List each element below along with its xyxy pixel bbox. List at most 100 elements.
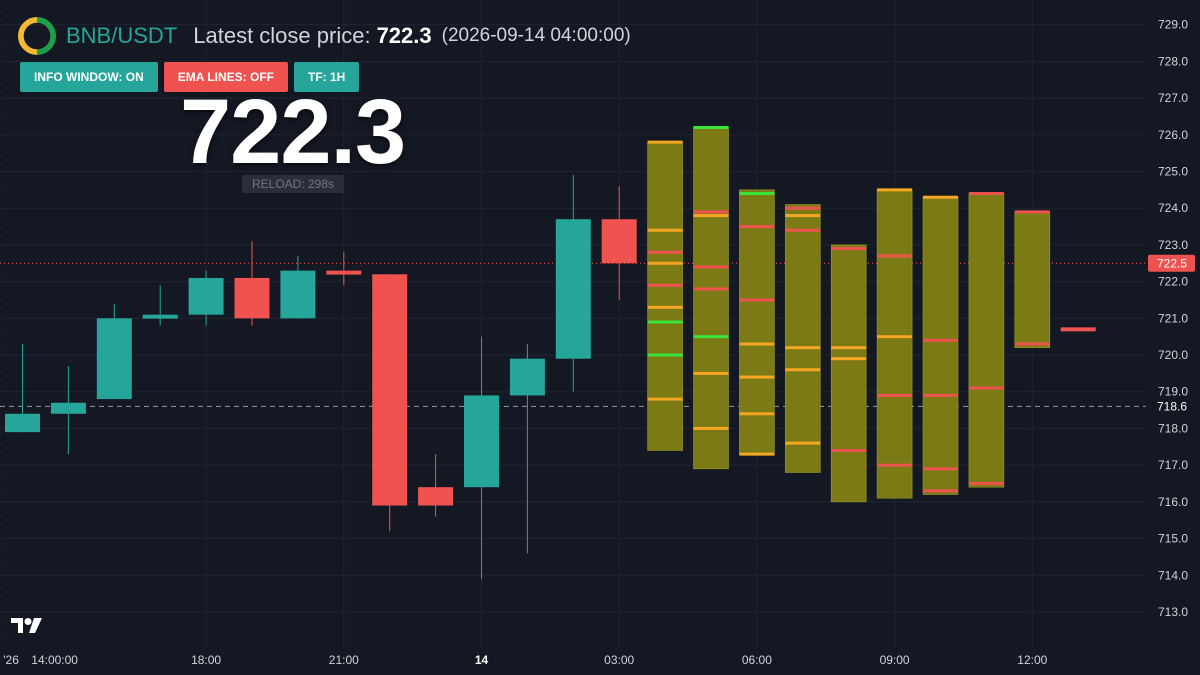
volume-profile-body — [693, 127, 729, 470]
volume-profile — [784, 204, 821, 473]
candle — [142, 285, 178, 326]
volume-profile-level — [739, 225, 775, 229]
y-tick-label: 720.0 — [1158, 348, 1188, 362]
x-axis: 13 Sep '26 14:00:00 18:00 21:00 14 03:00 06:00… — [0, 653, 1048, 667]
y-tick-label: 718.0 — [1158, 421, 1188, 435]
volume-profile-body — [968, 193, 1005, 488]
y-tick-label: 728.0 — [1158, 54, 1188, 68]
info-window-toggle-button[interactable]: INFO WINDOW: ON — [20, 62, 158, 92]
volume-profile-level — [968, 482, 1004, 486]
volume-profile-level — [693, 426, 729, 430]
volume-profile-level — [647, 353, 683, 357]
volume-profile-level — [647, 250, 683, 254]
volume-profile-body — [922, 196, 959, 495]
y-tick-label: 727.0 — [1158, 91, 1188, 105]
volume-profile-level — [739, 452, 775, 456]
candle-body — [188, 277, 224, 315]
volume-profile-body — [647, 141, 683, 451]
volume-profile-body — [830, 244, 867, 503]
x-tick-label: 09:00 — [880, 653, 910, 667]
candle-body — [418, 487, 454, 506]
volume-profile — [922, 195, 959, 495]
volume-profile-level — [1014, 342, 1050, 346]
candle-body — [464, 395, 499, 488]
big-price-display: 722.3 — [180, 81, 406, 183]
volume-profile-level — [739, 192, 775, 196]
candle-body — [96, 318, 132, 400]
ema-lines-toggle-button[interactable]: EMA LINES: OFF — [163, 62, 288, 92]
volume-profile-level — [923, 195, 958, 199]
y-tick-label: 726.0 — [1158, 128, 1188, 142]
x-tick-label: 14 — [475, 653, 489, 667]
candle — [5, 344, 40, 433]
candles — [5, 175, 637, 579]
volume-profile-level — [877, 335, 913, 339]
volume-profile-level — [923, 467, 958, 471]
volume-profile-level — [785, 441, 821, 445]
volume-profile-level — [693, 214, 729, 218]
x-tick-label: 12:00 — [1017, 653, 1047, 667]
y-tick-label: 713.0 — [1158, 605, 1188, 619]
candle-body — [555, 219, 591, 359]
price-mark — [1060, 327, 1096, 332]
candle — [96, 303, 132, 400]
candle-body — [372, 274, 408, 506]
volume-profile-level — [831, 346, 867, 350]
y-tick-label: 717.0 — [1158, 458, 1188, 472]
volume-profile — [739, 189, 775, 456]
bnb-logo-icon — [18, 17, 56, 55]
volume-profile — [647, 140, 683, 451]
crosshair-price-badge-bg — [1148, 397, 1195, 415]
x-tick-label: 18:00 — [191, 653, 221, 667]
candle — [280, 255, 316, 319]
volume-profile-level — [968, 192, 1004, 196]
y-axis: 713.0 714.0 715.0 716.0 717.0 718.0 719.0 720.0… — [1158, 18, 1188, 619]
volume-profile-level — [923, 393, 958, 397]
volume-profile-level — [693, 265, 729, 269]
volume-profile-level — [693, 210, 729, 214]
volume-profile-level — [693, 371, 729, 375]
volume-profile-body — [876, 189, 913, 499]
tradingview-logo-icon[interactable] — [10, 617, 44, 635]
candle-body — [5, 413, 40, 433]
y-tick-label: 719.0 — [1158, 385, 1188, 399]
volume-profile-level — [785, 206, 821, 210]
candle — [372, 274, 408, 532]
current-price-badge-label: 722.5 — [1157, 256, 1187, 270]
close-price-label: Latest close price: — [193, 23, 371, 48]
volume-profile-level — [968, 386, 1004, 390]
volume-profile-level — [877, 254, 913, 258]
y-tick-label: 716.0 — [1158, 495, 1188, 509]
volume-profile-level — [647, 320, 683, 324]
volume-profile-level — [923, 338, 958, 342]
volume-profile — [1014, 210, 1051, 348]
volume-profile-level — [647, 305, 683, 309]
volume-profile-level — [739, 375, 775, 379]
volume-profile-level — [923, 489, 958, 493]
volume-profile-level — [785, 228, 821, 232]
y-tick-label: 714.0 — [1158, 568, 1188, 582]
volume-profile-body — [784, 204, 821, 473]
volume-profile-level — [739, 342, 775, 346]
y-tick-label: 722.0 — [1158, 275, 1188, 289]
candle — [601, 186, 637, 300]
candle — [326, 252, 362, 286]
x-tick-label: 13 Sep '26 — [0, 653, 19, 667]
volume-profile-body — [739, 189, 775, 455]
timeframe-button[interactable]: TF: 1H — [293, 62, 360, 92]
candle — [234, 241, 270, 326]
symbol-label: BNB/USDT — [66, 23, 178, 48]
volume-profile-level — [739, 412, 775, 416]
volume-profile — [693, 125, 729, 470]
candle — [50, 366, 86, 455]
candle-body — [142, 314, 178, 319]
candle — [555, 175, 591, 392]
current-price-badge-bg — [1148, 254, 1195, 272]
volume-profile-level — [831, 357, 867, 361]
volume-profile-level — [877, 188, 913, 192]
volume-profile-level — [831, 247, 867, 251]
volume-profile-level — [785, 346, 821, 350]
y-tick-label: 721.0 — [1158, 311, 1188, 325]
